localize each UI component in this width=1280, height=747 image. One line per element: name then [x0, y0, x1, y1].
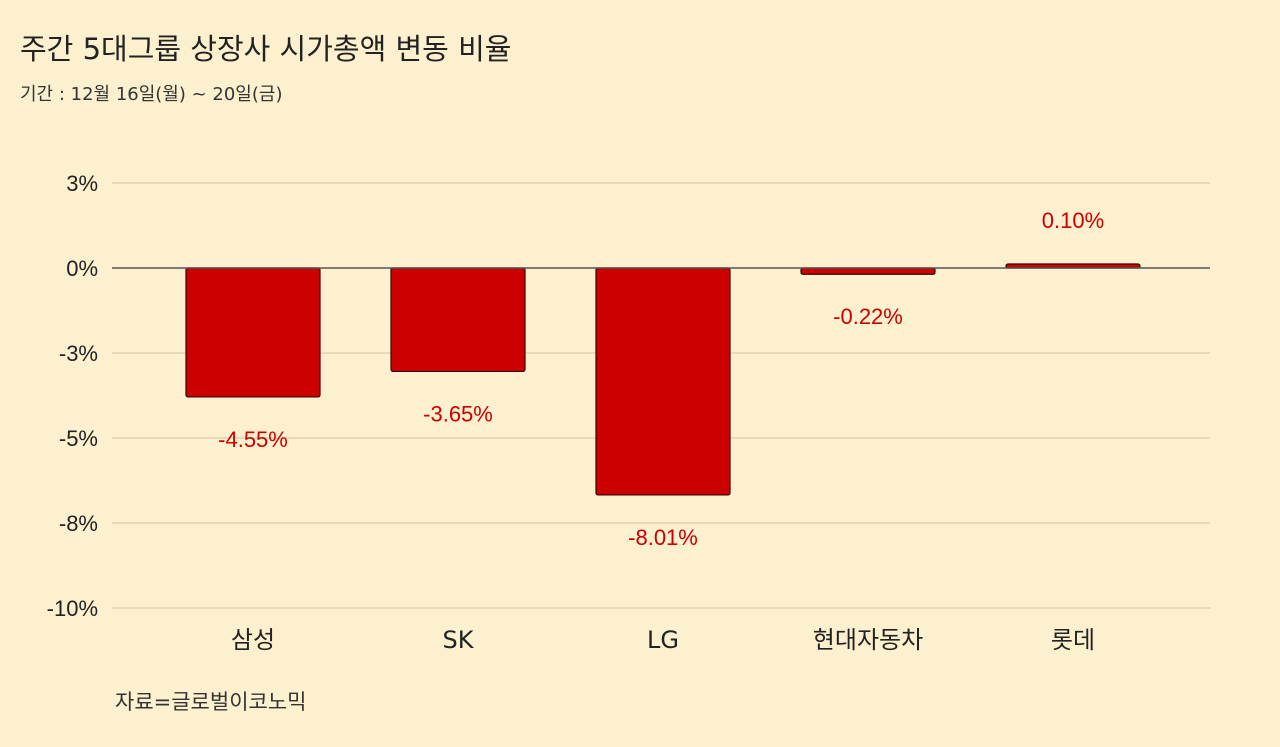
data-label: 0.10% [1042, 208, 1104, 233]
data-label: -4.55% [218, 427, 288, 452]
x-tick-label: SK [443, 626, 475, 654]
chart-subtitle: 기간 : 12월 16일(월) ~ 20일(금) [20, 84, 283, 105]
data-source: 자료=글로벌이코노믹 [115, 690, 307, 714]
bar [800, 267, 936, 275]
y-tick-label: -10% [47, 596, 98, 621]
category-labels: 삼성 SK LG 현대자동차 롯데 [231, 626, 1095, 654]
bar [595, 267, 731, 496]
y-tick-label: -5% [59, 426, 98, 451]
y-tick-label: 0% [66, 256, 98, 281]
y-tick-label: 3% [66, 171, 98, 196]
bar [185, 267, 321, 398]
data-label: -8.01% [628, 525, 698, 550]
y-axis-tick-labels: 3% 0% -3% -5% -8% -10% [47, 171, 98, 621]
x-tick-label: 삼성 [231, 626, 275, 654]
x-tick-label: 현대자동차 [813, 626, 923, 654]
x-tick-label: 롯데 [1051, 626, 1095, 654]
bars [185, 263, 1141, 496]
data-label: -0.22% [833, 304, 903, 329]
x-tick-label: LG [647, 626, 679, 654]
data-label: -3.65% [423, 401, 493, 426]
bar [390, 267, 526, 373]
chart-title: 주간 5대그룹 상장사 시가총액 변동 비율 [20, 32, 512, 66]
y-tick-label: -3% [59, 341, 98, 366]
y-tick-label: -8% [59, 511, 98, 536]
value-labels: -4.55% -3.65% -8.01% -0.22% 0.10% [218, 208, 1104, 550]
